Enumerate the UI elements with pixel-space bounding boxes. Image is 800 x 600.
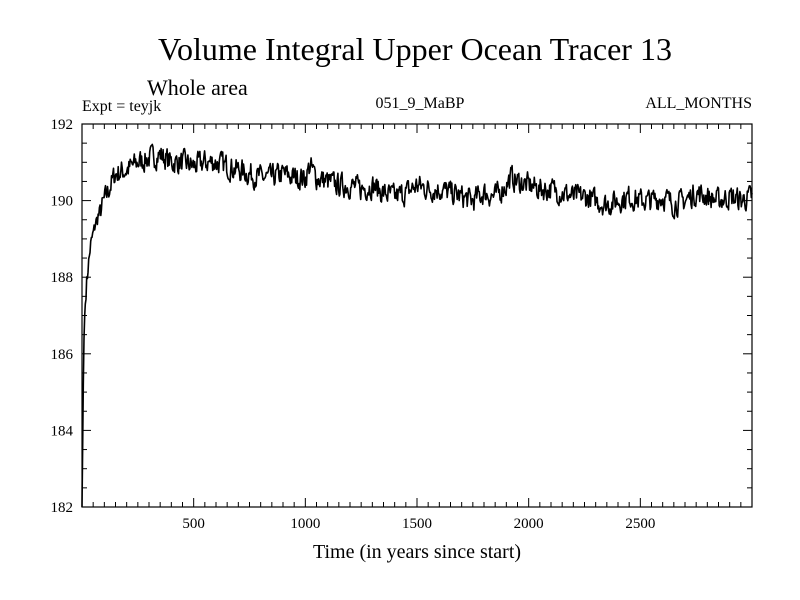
y-tick-label: 190 — [51, 194, 74, 210]
series-line — [81, 143, 753, 508]
x-tick-label: 2000 — [514, 516, 544, 532]
chart-subtitle: Whole area — [147, 75, 248, 100]
y-tick-label: 184 — [51, 423, 74, 439]
y-tick-label: 192 — [51, 117, 74, 133]
x-tick-label: 500 — [182, 516, 205, 532]
chart-title: Volume Integral Upper Ocean Tracer 13 — [158, 31, 672, 67]
x-tick-label: 2500 — [625, 516, 655, 532]
x-tick-label: 1000 — [290, 516, 320, 532]
x-axis-label: Time (in years since start) — [313, 541, 521, 563]
y-tick-label: 188 — [51, 270, 74, 286]
months-label: ALL_MONTHS — [645, 95, 752, 112]
x-tick-label: 1500 — [402, 516, 432, 532]
y-tick-label: 186 — [51, 347, 74, 363]
y-tick-label: 182 — [51, 500, 74, 516]
experiment-label: Expt = teyjk — [82, 98, 161, 115]
tick-labels: 500 1000 1500 2000 2500 182 184 186 188 190 192 — [51, 117, 656, 532]
experiment-id-label: 051_9_MaBP — [376, 95, 465, 112]
